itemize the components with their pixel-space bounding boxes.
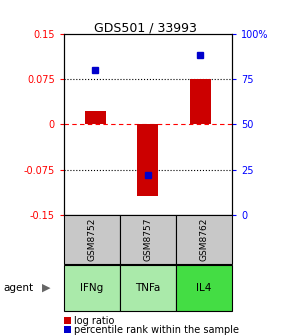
Text: GSM8757: GSM8757 <box>143 218 153 261</box>
Bar <box>137 124 158 196</box>
Text: agent: agent <box>3 283 33 293</box>
Text: IFNg: IFNg <box>80 283 104 293</box>
Text: GDS501 / 33993: GDS501 / 33993 <box>94 22 196 35</box>
Text: ▶: ▶ <box>42 283 51 293</box>
Text: TNFa: TNFa <box>135 283 161 293</box>
Text: log ratio: log ratio <box>74 316 114 326</box>
Bar <box>85 111 106 124</box>
Text: GSM8752: GSM8752 <box>87 218 96 261</box>
Text: percentile rank within the sample: percentile rank within the sample <box>74 325 239 335</box>
Text: IL4: IL4 <box>196 283 212 293</box>
Bar <box>190 79 211 124</box>
Text: GSM8762: GSM8762 <box>200 218 209 261</box>
